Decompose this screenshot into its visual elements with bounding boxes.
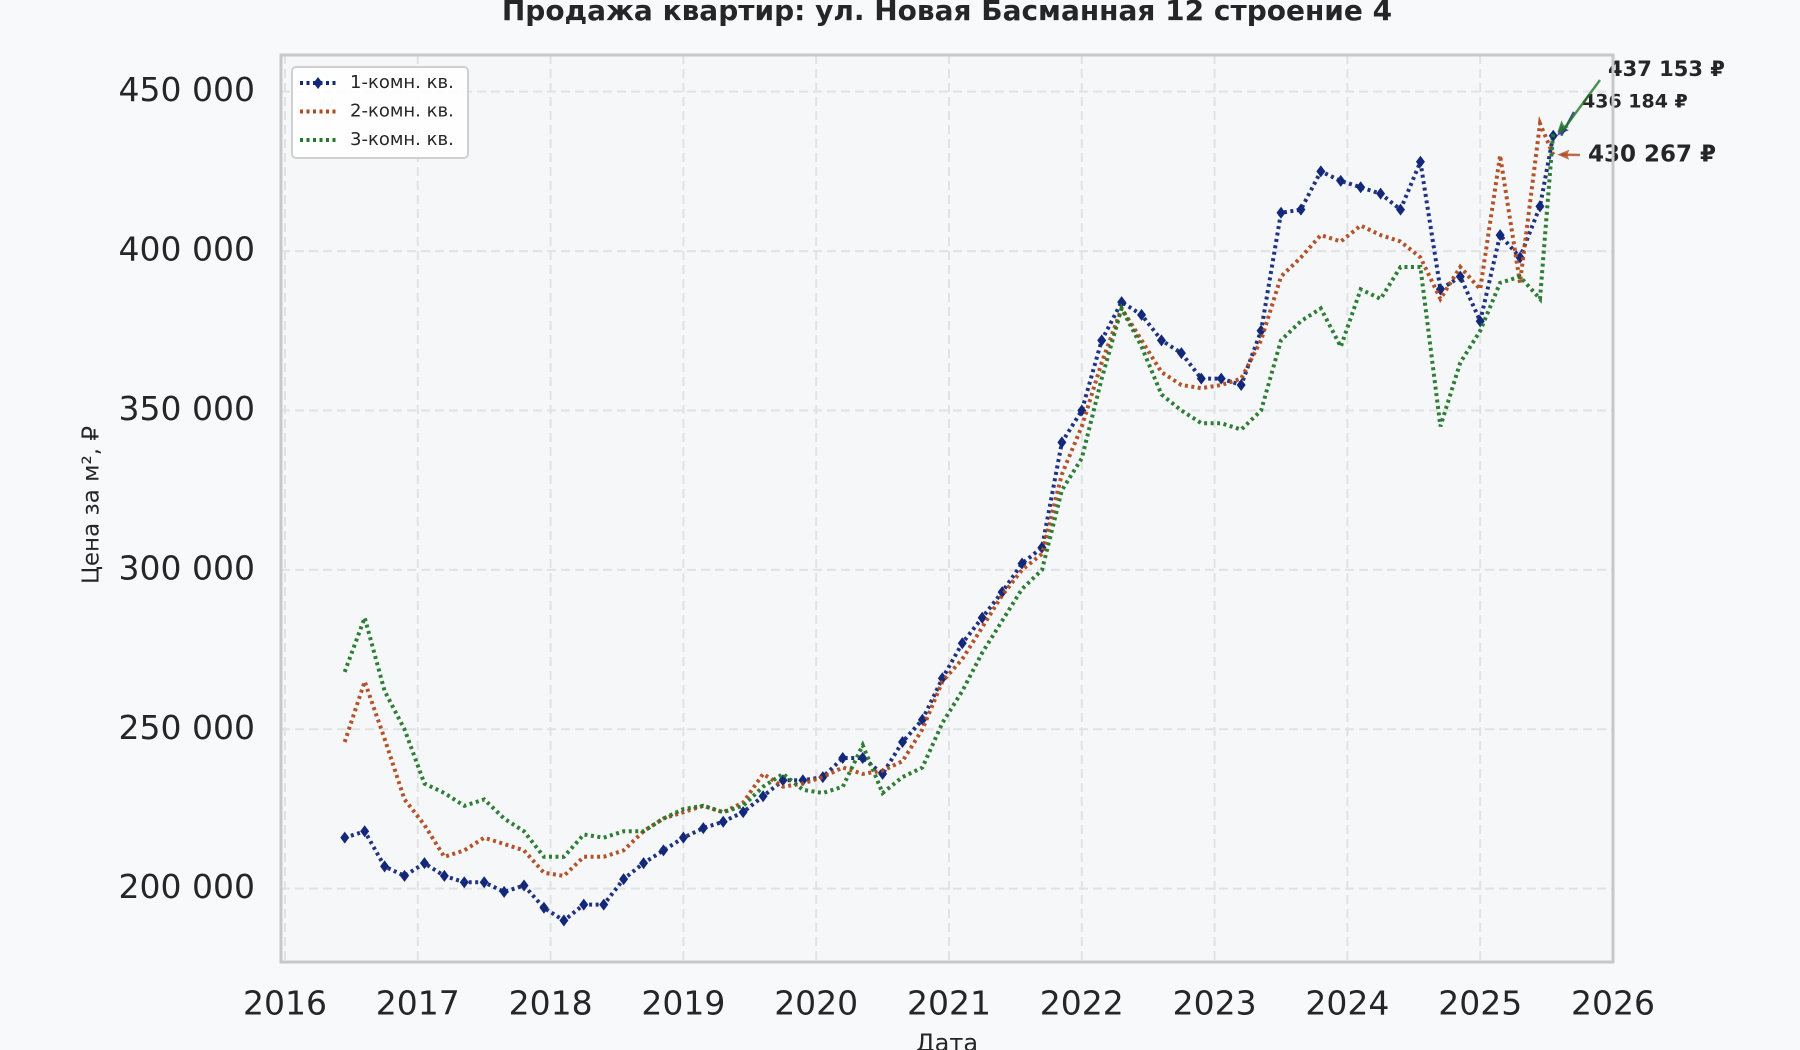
y-tick-label: 300 000 (119, 548, 255, 587)
point-marker (898, 736, 908, 749)
point-marker (1535, 200, 1545, 213)
plot-area (281, 55, 1613, 962)
y-tick-label: 250 000 (119, 708, 255, 747)
point-marker (1316, 165, 1326, 178)
x-axis-label: Дата (916, 1029, 978, 1050)
point-marker (639, 857, 649, 870)
x-tick-label: 2017 (376, 984, 460, 1023)
point-marker (1097, 334, 1107, 347)
point-marker (678, 831, 688, 844)
legend-marker (313, 77, 323, 89)
point-marker (380, 860, 390, 873)
point-marker (977, 611, 987, 624)
point-marker (499, 885, 509, 898)
point-marker (1336, 174, 1346, 187)
point-marker (360, 825, 370, 838)
point-marker (937, 672, 947, 685)
value-label: 436 184 ₽ (1582, 91, 1688, 113)
point-marker (917, 713, 927, 726)
point-marker (1276, 206, 1286, 219)
point-marker (459, 876, 469, 889)
point-marker (957, 637, 967, 650)
point-marker (1236, 378, 1246, 391)
point-marker (519, 879, 529, 892)
arrow-head (1557, 120, 1569, 133)
y-tick-label: 450 000 (119, 70, 255, 109)
point-marker (619, 873, 629, 886)
x-tick-label: 2024 (1305, 984, 1389, 1023)
legend-box (291, 66, 469, 159)
point-marker (1356, 181, 1366, 194)
point-marker (539, 901, 549, 914)
x-tick-label: 2019 (641, 984, 725, 1023)
point-marker (878, 767, 888, 780)
x-tick-label: 2016 (243, 984, 327, 1023)
point-marker (718, 815, 728, 828)
value-label: 437 153 ₽ (1608, 57, 1725, 81)
point-marker (1396, 203, 1406, 216)
point-marker (1216, 372, 1226, 385)
arrow-head (1557, 149, 1570, 160)
point-marker (1196, 372, 1206, 385)
y-tick-label: 350 000 (119, 389, 255, 428)
x-tick-label: 2026 (1571, 984, 1655, 1023)
point-marker (1256, 324, 1266, 337)
legend-label: 3-комн. кв. (350, 129, 454, 150)
legend-label: 1-комн. кв. (350, 72, 454, 93)
y-tick-label: 400 000 (119, 230, 255, 269)
y-axis-label: Цена за м², ₽ (79, 426, 105, 584)
point-marker (1176, 347, 1186, 360)
point-marker (997, 586, 1007, 599)
point-marker (1117, 296, 1127, 309)
point-marker (559, 914, 569, 927)
point-marker (419, 857, 429, 870)
x-tick-label: 2023 (1173, 984, 1257, 1023)
annotation-arrow (1560, 79, 1602, 134)
point-marker (758, 790, 768, 803)
series-line (342, 115, 1556, 879)
x-tick-label: 2025 (1438, 984, 1522, 1023)
point-marker (1415, 155, 1425, 168)
point-marker (698, 822, 708, 835)
y-tick-label: 200 000 (119, 867, 255, 906)
point-marker (1376, 187, 1386, 200)
x-tick-label: 2021 (907, 984, 991, 1023)
point-marker (1017, 557, 1027, 570)
point-marker (798, 774, 808, 787)
point-marker (838, 751, 848, 764)
legend-label: 2-комн. кв. (350, 101, 454, 122)
point-marker (439, 869, 449, 882)
point-marker (1296, 203, 1306, 216)
x-tick-label: 2020 (774, 984, 858, 1023)
x-tick-label: 2022 (1040, 984, 1124, 1023)
point-marker (1057, 436, 1067, 449)
point-marker (1137, 308, 1147, 321)
value-label: 430 267 ₽ (1588, 142, 1716, 168)
point-marker (1156, 334, 1166, 347)
point-marker (858, 751, 868, 764)
point-marker (599, 898, 609, 911)
point-marker (658, 844, 668, 857)
x-tick-label: 2018 (509, 984, 593, 1023)
point-marker (340, 831, 350, 844)
point-marker (479, 876, 489, 889)
point-marker (579, 898, 589, 911)
point-marker (400, 869, 410, 882)
chart-title: Продажа квартир: ул. Новая Басманная 12 … (502, 0, 1392, 27)
point-marker (738, 806, 748, 819)
point-marker (1495, 229, 1505, 242)
plot-frame (279, 53, 1615, 964)
